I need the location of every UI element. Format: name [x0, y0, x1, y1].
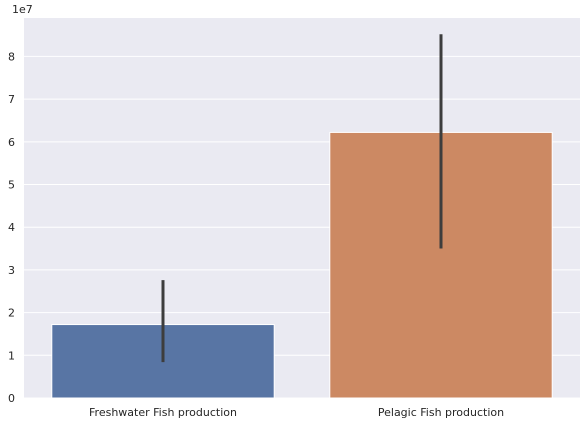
- error-bars: [161, 34, 443, 363]
- y-tick-label: 6: [8, 136, 15, 149]
- y-tick-label: 7: [8, 93, 15, 106]
- y-tick-label: 4: [8, 221, 15, 234]
- y-tick-label: 5: [8, 179, 15, 192]
- y-tick-label: 8: [8, 50, 15, 63]
- y-tick-label: 0: [8, 392, 15, 405]
- y-tick-label: 2: [8, 307, 15, 320]
- y-tick-label: 3: [8, 264, 15, 277]
- x-tick-label: Pelagic Fish production: [378, 406, 504, 419]
- y-axis-ticks: 0 1 2 3 4 5 6 7 8: [8, 50, 15, 405]
- x-tick-label: Freshwater Fish production: [89, 406, 237, 419]
- x-axis-ticks: Freshwater Fish production Pelagic Fish p…: [89, 406, 504, 419]
- y-axis-offset-label: 1e7: [12, 3, 33, 16]
- y-tick-label: 1: [8, 349, 15, 362]
